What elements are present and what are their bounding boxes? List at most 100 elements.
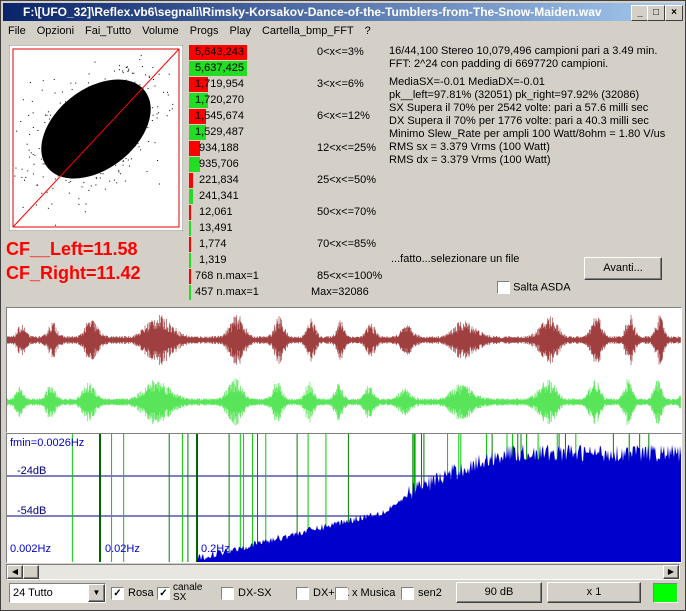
cloud-dot [95, 184, 97, 186]
cloud-dot [128, 97, 130, 99]
checkbox[interactable] [221, 586, 234, 600]
level-button[interactable]: 90 dB [456, 582, 542, 603]
cloud-dot [94, 141, 96, 143]
waveform-bg [7, 308, 681, 432]
count-label: 13,491 [199, 222, 233, 234]
cloud-dot [59, 133, 61, 135]
check[interactable]: x Musica [335, 581, 395, 605]
skip-check[interactable]: Salta ASDA [497, 281, 571, 294]
cloud-dot [44, 140, 46, 142]
cloud-dot [118, 123, 120, 125]
checkbox[interactable]: ✓ [157, 586, 170, 600]
cloud-dot [65, 101, 67, 103]
cloud-dot [78, 203, 80, 205]
next-button[interactable]: Avanti... [584, 257, 662, 280]
info-line: pk__left=97.81% (32051) pk_right=97.92% … [389, 89, 640, 101]
cloud-dot [52, 141, 54, 143]
count-label: 1,545,674 [195, 110, 244, 122]
menu-item[interactable]: Volume [142, 25, 179, 37]
cloud-dot [114, 90, 116, 92]
cloud-dot [105, 124, 107, 126]
cloud-dot [112, 122, 114, 124]
menu-item[interactable]: File [8, 25, 26, 37]
menu-item[interactable]: Cartella_bmp_FFT [261, 25, 354, 37]
checkbox[interactable] [497, 281, 510, 294]
check[interactable]: ✓ canale SX [157, 581, 202, 605]
crest-left: CF__Left=11.58 [6, 239, 138, 259]
cloud-dot [104, 145, 106, 147]
cloud-dot [141, 98, 143, 100]
checkbox-label: Salta ASDA [513, 281, 571, 294]
cloud-dot [61, 132, 63, 134]
cloud-dot [57, 175, 59, 177]
menu-item[interactable]: Opzioni [36, 25, 75, 37]
cloud-dot [126, 97, 128, 99]
cloud-dot [168, 73, 170, 75]
cloud-dot [103, 148, 105, 150]
cloud-dot [169, 109, 171, 111]
count-label: 934,188 [199, 142, 239, 154]
cloud-dot [84, 103, 86, 105]
cloud-dot [71, 117, 73, 119]
spectrum: fmin=0.0026Hz -24dB -54dB 0.002Hz 0.02Hz 0.2H… [6, 433, 682, 563]
scroll-left[interactable]: ◀ [7, 565, 23, 579]
combo-arrow[interactable]: ▼ [88, 584, 105, 602]
cloud-dot [84, 126, 86, 128]
scroll-right[interactable]: ▶ [663, 565, 679, 579]
checkbox[interactable]: ✓ [111, 586, 124, 600]
cloud-dot [125, 79, 127, 81]
menu-item[interactable]: Fai_Tutto [85, 25, 132, 37]
cloud-dot [134, 102, 136, 104]
count-label: 1,720,270 [195, 94, 244, 106]
scatter-frame [12, 48, 180, 228]
combo-box[interactable]: 24 Tutto ▼ [9, 583, 106, 603]
cloud-dot [90, 167, 92, 169]
cloud-dot [88, 73, 90, 75]
cloud-dot [36, 184, 38, 186]
cloud-dot [22, 206, 24, 208]
checkbox[interactable] [401, 586, 414, 600]
cloud-dot [113, 179, 115, 181]
cloud-dot [151, 107, 153, 109]
cloud-dot [116, 79, 118, 81]
cloud-dot [52, 130, 54, 132]
cloud-dot [20, 121, 22, 123]
cloud-dot [122, 160, 124, 162]
check[interactable]: DX-SX [221, 581, 272, 605]
check[interactable]: sen2 [401, 581, 442, 605]
cloud-dot [172, 103, 174, 105]
menu-item[interactable]: Progs [189, 25, 219, 37]
cloud-dot [87, 82, 89, 84]
status: ...fatto...selezionare un file [391, 253, 520, 265]
cloud-dot [123, 80, 125, 82]
cloud-dot [98, 122, 100, 124]
cloud-dot [110, 134, 112, 136]
cloud-dot [133, 72, 135, 74]
cloud-dot [63, 174, 65, 176]
waveform [6, 307, 682, 433]
menu-item[interactable]: Play [229, 25, 251, 37]
check[interactable]: ✓ Rosa [111, 581, 154, 605]
scrollbar[interactable]: ◀ ▶ [6, 564, 680, 580]
cloud-dot [54, 92, 56, 94]
cloud-dot [76, 159, 78, 161]
cloud-dot [72, 152, 74, 154]
checkbox-label: x Musica [352, 587, 396, 599]
cloud-dot [49, 150, 51, 152]
checkbox[interactable] [296, 586, 309, 600]
close[interactable]: × [665, 5, 683, 21]
cloud-dot [122, 70, 124, 72]
cloud-dot [127, 140, 129, 142]
scroll-thumb[interactable] [23, 565, 39, 579]
cloud-dot [84, 116, 86, 118]
maximize[interactable]: □ [647, 5, 665, 21]
checkbox[interactable] [335, 586, 348, 600]
menu-item[interactable]: ? [364, 25, 371, 37]
cloud-dot [66, 102, 68, 104]
cloud-dot [87, 153, 89, 155]
zoom-button[interactable]: x 1 [547, 582, 641, 603]
cloud-dot [81, 119, 83, 121]
cloud-dot [83, 182, 85, 184]
cloud-dot [122, 148, 124, 150]
cloud-dot [44, 121, 46, 123]
